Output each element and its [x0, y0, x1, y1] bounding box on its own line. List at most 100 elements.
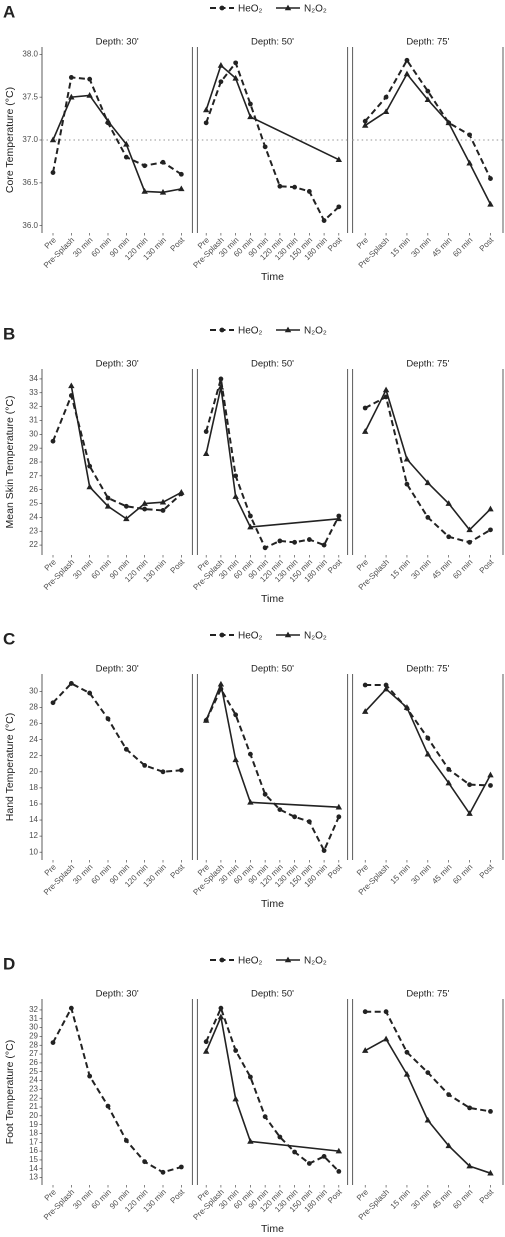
triangle-marker [361, 122, 369, 128]
triangle-marker [159, 188, 167, 195]
x-tick-label: Pre [355, 235, 371, 251]
circle-marker [262, 1114, 268, 1120]
legend-marker [219, 327, 225, 333]
triangle-marker [217, 1013, 225, 1020]
circle-marker [467, 782, 472, 788]
triangle-marker [466, 159, 473, 166]
y-axis-label: Hand Temperature (°C) [4, 713, 16, 821]
circle-marker [247, 101, 253, 107]
y-tick-label: 28 [29, 1040, 38, 1049]
triangle-marker [247, 113, 254, 120]
y-tick-label: 38.0 [22, 49, 38, 58]
y-tick-label: 20 [29, 767, 38, 776]
circle-marker [277, 183, 283, 189]
circle-marker [467, 132, 472, 138]
y-tick-label: 18 [29, 783, 38, 792]
x-tick-label: Post [326, 557, 344, 575]
circle-marker [105, 1103, 111, 1109]
circle-marker [178, 767, 184, 773]
x-tick-label: 45 min [430, 236, 453, 259]
circle-marker [467, 1105, 472, 1111]
facet-title: Depth: 50' [251, 664, 294, 675]
triangle-marker [123, 140, 130, 147]
circle-marker [404, 1049, 410, 1055]
y-axis-label: Core Temperature (°C) [4, 87, 16, 193]
y-tick-label: 18 [29, 1129, 38, 1138]
series-line [52, 394, 183, 512]
circle-marker [203, 120, 209, 126]
circle-marker [160, 1169, 166, 1175]
x-tick-label: Pre [355, 862, 371, 878]
circle-marker [277, 538, 283, 544]
circle-marker [218, 376, 224, 382]
triangle-marker [382, 685, 390, 692]
circle-marker [321, 542, 327, 548]
triangle-marker [466, 526, 473, 533]
x-axis-label: Time [261, 593, 284, 605]
circle-marker [123, 154, 129, 160]
circle-marker [160, 508, 166, 513]
circle-marker [262, 144, 268, 150]
x-tick-label: 45 min [430, 558, 453, 581]
circle-marker [105, 495, 111, 501]
triangle-marker [232, 756, 239, 763]
facet-title: Depth: 75' [406, 359, 449, 370]
circle-marker [233, 473, 239, 479]
y-tick-label: 14 [29, 815, 38, 824]
legend-label: HeO₂ [238, 631, 263, 642]
x-tick-label: Post [169, 557, 187, 575]
series-line [364, 59, 492, 180]
triangle-marker [403, 1070, 411, 1077]
y-tick-label: 25 [29, 1067, 38, 1076]
y-tick-label: 30 [29, 429, 38, 438]
circle-marker [123, 1138, 129, 1143]
triangle-marker [487, 200, 494, 207]
y-tick-label: 29 [29, 443, 38, 452]
x-tick-label: 30 min [409, 863, 432, 886]
triangle-marker [68, 93, 75, 100]
circle-marker [321, 218, 327, 223]
triangle-marker [247, 523, 254, 530]
triangle-marker [123, 515, 130, 522]
circle-marker [321, 848, 327, 853]
series-line [364, 389, 492, 531]
y-tick-label: 30 [29, 1023, 38, 1032]
triangle-marker [361, 708, 369, 714]
y-tick-label: 29 [29, 1032, 38, 1041]
triangle-marker [382, 108, 390, 115]
circle-marker [233, 1048, 239, 1053]
y-tick-label: 27 [29, 471, 38, 480]
triangle-marker [403, 455, 411, 462]
circle-marker [306, 537, 312, 542]
circle-marker [262, 791, 268, 797]
legend-label: HeO₂ [238, 4, 263, 15]
circle-marker [425, 514, 431, 520]
circle-marker [218, 79, 224, 85]
circle-marker [160, 769, 166, 775]
circle-marker [178, 171, 184, 177]
series-line [205, 683, 339, 808]
circle-marker [50, 170, 56, 175]
x-tick-label: 15 min [389, 1188, 412, 1211]
circle-marker [306, 819, 312, 825]
y-tick-label: 14 [29, 1164, 38, 1173]
y-tick-label: 28 [29, 703, 38, 712]
triangle-marker [104, 117, 112, 124]
circle-marker [362, 682, 368, 688]
series-line [52, 1007, 182, 1174]
circle-marker [321, 1154, 327, 1159]
y-tick-label: 32 [29, 1005, 38, 1014]
series-line [205, 386, 339, 528]
y-tick-label: 13 [29, 1173, 38, 1182]
triangle-marker [487, 1169, 494, 1176]
triangle-marker [335, 156, 343, 163]
legend-label: HeO₂ [238, 326, 263, 337]
legend-marker [284, 956, 292, 963]
circle-marker [203, 1039, 209, 1045]
circle-marker [277, 1134, 283, 1140]
triangle-marker [141, 500, 148, 506]
y-tick-label: 27 [29, 1049, 38, 1058]
y-tick-label: 24 [29, 512, 38, 521]
series-line [365, 1010, 491, 1113]
